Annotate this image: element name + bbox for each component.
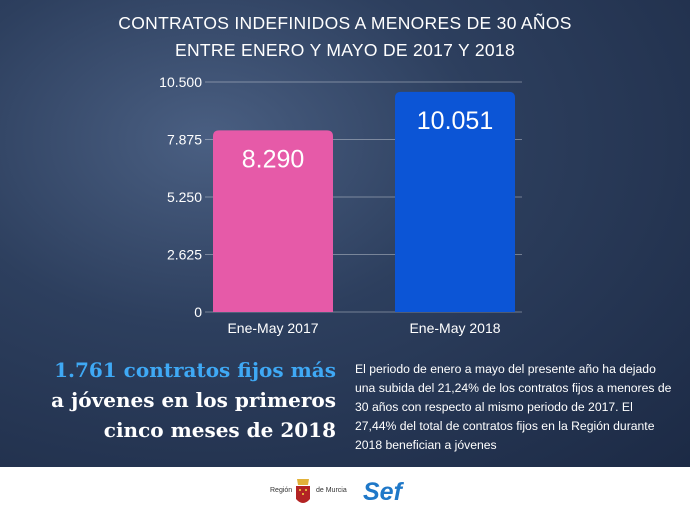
x-tick-label: Ene-May 2017 — [227, 320, 318, 336]
bar-value-label: 10.051 — [417, 107, 493, 135]
description-paragraph: El periodo de enero a mayo del presente … — [355, 362, 672, 452]
headline-line: 1.761 contratos fijos más — [54, 358, 336, 382]
bar-chart: 0 2.625 5.250 7.875 10.500 8.290 Ene-May 2017 1… — [159, 74, 515, 336]
sef-logo: Sef — [363, 478, 402, 506]
background-photo — [0, 0, 690, 467]
bar — [213, 130, 333, 312]
headline-line: a jóvenes en los primeros — [51, 388, 336, 412]
region-murcia-shield-logo — [296, 479, 310, 503]
title-line: CONTRATOS INDEFINIDOS A MENORES DE 30 AÑ… — [118, 13, 572, 33]
y-tick-label: 7.875 — [167, 132, 202, 148]
chart-title: CONTRATOS INDEFINIDOS A MENORES DE 30 AÑ… — [0, 10, 690, 64]
y-tick-label: 0 — [194, 304, 202, 320]
headline-line: cinco meses de 2018 — [103, 418, 336, 442]
region-label: Región — [270, 487, 293, 494]
bar-value-label: 8.290 — [242, 145, 305, 173]
bar — [395, 91, 515, 312]
x-tick-label: Ene-May 2018 — [409, 320, 500, 336]
headline: 1.761 contratos fijos más a jóvenes en l… — [20, 355, 336, 445]
title-line: ENTRE ENERO Y MAYO DE 2017 Y 2018 — [175, 40, 515, 60]
y-tick-label: 10.500 — [159, 74, 202, 90]
y-tick-label: 5.250 — [167, 189, 202, 205]
region-label: de Murcia — [316, 487, 347, 494]
footer — [0, 467, 690, 518]
y-tick-label: 2.625 — [167, 247, 202, 263]
